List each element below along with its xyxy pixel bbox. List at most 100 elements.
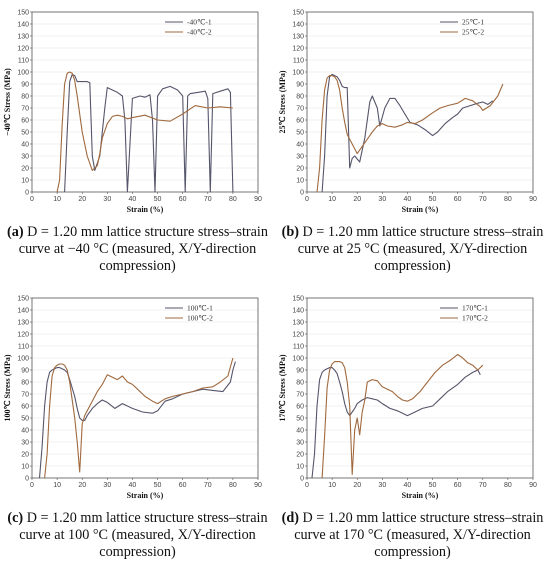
- chart-svg: 0 10 20 30 40 50 60 70 80 90 100 110 120 130 140 150 0 10…: [3, 9, 262, 214]
- y-tick-label: 40: [21, 141, 29, 148]
- y-tick-label: 90: [296, 81, 304, 88]
- caption-label: (c): [7, 510, 24, 526]
- legend-label: 25℃-1: [462, 18, 484, 27]
- y-tick-label: 150: [17, 9, 29, 16]
- series-line-2: [316, 75, 504, 193]
- caption-text: D = 1.20 mm lattice structure stress–str…: [297, 224, 544, 274]
- y-tick-label: 60: [296, 117, 304, 124]
- x-tick-label: 0: [305, 196, 309, 203]
- y-tick-label: 140: [292, 21, 304, 28]
- y-tick-label: 100: [292, 69, 304, 76]
- y-tick-label: 110: [18, 343, 29, 350]
- y-tick-label: 30: [296, 153, 304, 160]
- caption-label: (b): [281, 224, 299, 240]
- x-tick-label: 60: [179, 482, 187, 489]
- x-tick-label: 80: [504, 482, 512, 489]
- legend-label: 100℃-2: [187, 314, 213, 323]
- series-line-2: [44, 357, 234, 479]
- y-tick-label: 140: [17, 307, 29, 314]
- y-tick-label: 0: [300, 475, 304, 482]
- x-tick-label: 20: [78, 196, 86, 203]
- y-tick-label: 10: [21, 463, 29, 470]
- chart-svg: 0 10 20 30 40 50 60 70 80 90 100 110 120 130 140 150 0 10…: [3, 295, 262, 500]
- x-tick-label: 80: [504, 196, 512, 203]
- y-tick-label: 130: [292, 319, 304, 326]
- y-tick-label: 30: [21, 153, 29, 160]
- y-tick-label: 0: [25, 475, 29, 482]
- series-line-2: [321, 353, 484, 479]
- y-tick-label: 20: [21, 165, 29, 172]
- x-tick-label: 50: [154, 482, 162, 489]
- y-tick-label: 40: [296, 427, 304, 434]
- series-line-1: [321, 73, 494, 193]
- y-tick-label: 90: [21, 367, 29, 374]
- caption-text: D = 1.20 mm lattice structure stress–str…: [18, 224, 268, 274]
- x-tick-label: 50: [154, 196, 162, 203]
- y-tick-label: 0: [300, 189, 304, 196]
- x-tick-label: 90: [529, 482, 537, 489]
- x-tick-label: 30: [103, 196, 111, 203]
- y-tick-label: 50: [21, 415, 29, 422]
- x-tick-label: 10: [328, 482, 336, 489]
- y-tick-label: 80: [296, 93, 304, 100]
- y-tick-label: 60: [21, 117, 29, 124]
- y-tick-label: 130: [17, 33, 29, 40]
- y-tick-label: 140: [292, 307, 304, 314]
- y-axis-label: 100℃ Stress (MPa): [3, 354, 12, 421]
- x-tick-label: 80: [229, 482, 237, 489]
- x-axis-label: Strain (%): [402, 205, 439, 214]
- x-tick-label: 70: [479, 196, 487, 203]
- y-tick-label: 40: [21, 427, 29, 434]
- x-tick-label: 60: [454, 482, 462, 489]
- y-tick-label: 70: [21, 391, 29, 398]
- caption-text: D = 1.20 mm lattice structure stress–str…: [19, 510, 268, 560]
- series-line-1: [311, 367, 481, 479]
- chart-panel-a: 0 10 20 30 40 50 60 70 80 90 100 110 120 130 140 150 0 10…: [0, 0, 275, 286]
- y-tick-label: 80: [21, 379, 29, 386]
- x-tick-label: 10: [328, 196, 336, 203]
- chart-caption: (b) D = 1.20 mm lattice structure stress…: [279, 224, 546, 275]
- y-tick-label: 10: [21, 177, 29, 184]
- legend-label: -40℃-1: [187, 18, 212, 27]
- x-tick-label: 60: [179, 196, 187, 203]
- y-axis-label: 25℃ Stress (MPa): [278, 70, 287, 133]
- y-tick-label: 70: [21, 105, 29, 112]
- chart-panel-b: 0 10 20 30 40 50 60 70 80 90 100 110 120 130 140 150 0 10…: [275, 0, 550, 286]
- caption-label: (d): [281, 510, 299, 526]
- y-tick-label: 90: [296, 367, 304, 374]
- x-tick-label: 20: [353, 482, 361, 489]
- x-tick-label: 90: [254, 196, 262, 203]
- plot-frame: [31, 297, 259, 479]
- x-tick-label: 40: [129, 482, 137, 489]
- x-tick-label: 20: [353, 196, 361, 203]
- caption-label: (a): [7, 224, 24, 240]
- y-tick-label: 10: [296, 463, 304, 470]
- x-tick-label: 0: [305, 482, 309, 489]
- legend-label: 170℃-2: [462, 314, 488, 323]
- x-tick-label: 80: [229, 196, 237, 203]
- y-tick-label: 110: [293, 57, 304, 64]
- x-tick-label: 70: [204, 482, 212, 489]
- x-axis-label: Strain (%): [127, 205, 164, 214]
- series-line-1: [64, 73, 234, 193]
- series-line-2: [56, 71, 233, 193]
- y-tick-label: 70: [296, 391, 304, 398]
- chart-caption: (c) D = 1.20 mm lattice structure stress…: [4, 510, 271, 561]
- y-tick-label: 120: [17, 45, 29, 52]
- legend-label: 100℃-1: [187, 304, 213, 313]
- x-axis-label: Strain (%): [402, 491, 439, 500]
- y-tick-label: 50: [296, 415, 304, 422]
- y-tick-label: 20: [21, 451, 29, 458]
- x-tick-label: 20: [78, 482, 86, 489]
- y-axis-label: −40℃ Stress (MPa): [3, 68, 12, 136]
- x-tick-label: 40: [129, 196, 137, 203]
- plot-frame: [306, 11, 534, 193]
- y-tick-label: 100: [292, 355, 304, 362]
- chart-caption: (d) D = 1.20 mm lattice structure stress…: [279, 510, 546, 561]
- y-tick-label: 50: [21, 129, 29, 136]
- y-tick-label: 110: [293, 343, 304, 350]
- x-tick-label: 60: [454, 196, 462, 203]
- x-tick-label: 50: [429, 196, 437, 203]
- y-tick-label: 140: [17, 21, 29, 28]
- y-tick-label: 80: [296, 379, 304, 386]
